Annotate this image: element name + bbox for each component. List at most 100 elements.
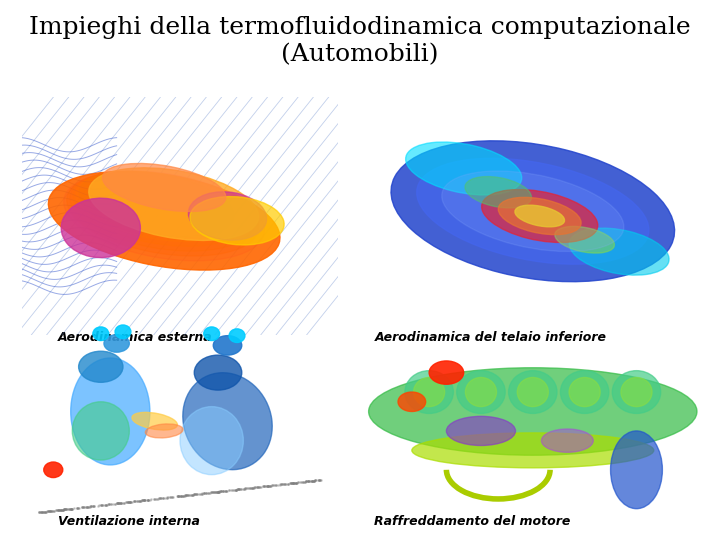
Point [142,496,153,504]
Ellipse shape [189,192,266,240]
Point [60,505,71,514]
Point [138,496,150,504]
Point [117,498,129,507]
Point [297,477,309,486]
Point [162,493,174,502]
Point [65,504,76,513]
Point [71,504,83,512]
Point [164,493,176,502]
Point [238,484,249,493]
Point [290,478,302,487]
Point [58,505,69,514]
Ellipse shape [132,413,177,430]
Point [258,482,270,490]
Point [180,491,192,500]
Point [58,505,70,514]
Text: Ventilazione interna: Ventilazione interna [58,515,199,528]
Point [287,478,299,487]
Ellipse shape [79,172,233,237]
Point [66,504,77,513]
Point [35,508,46,517]
Ellipse shape [369,368,697,455]
Point [191,490,202,498]
Point [264,481,275,490]
Point [246,483,258,492]
Point [314,476,325,484]
Point [129,497,140,505]
Point [133,496,145,505]
Point [58,505,69,514]
Point [63,505,74,514]
Point [100,501,112,509]
Point [113,499,125,508]
Point [287,478,299,487]
Point [114,498,126,507]
Point [103,500,114,509]
Point [160,494,171,502]
Point [302,477,314,485]
Point [93,501,104,510]
Point [313,476,325,484]
Point [307,476,318,485]
Point [286,479,297,488]
Point [128,497,140,506]
Point [158,494,169,502]
Point [153,494,164,503]
Point [306,476,318,485]
Point [137,496,148,505]
Point [239,484,251,493]
Point [96,501,108,509]
Point [53,506,64,515]
Point [116,498,127,507]
Point [212,488,223,496]
Point [68,504,79,512]
Point [302,477,314,485]
Point [129,497,140,505]
Point [291,478,302,487]
Point [45,507,56,515]
Point [306,476,318,485]
Point [262,482,274,490]
Point [113,499,125,508]
Point [210,488,221,496]
Point [162,493,174,502]
Ellipse shape [570,228,669,275]
Point [220,487,231,495]
Point [248,483,259,492]
Point [304,477,315,485]
Point [251,483,263,491]
Point [99,501,111,509]
Point [233,485,245,494]
Ellipse shape [417,158,649,264]
Ellipse shape [482,190,598,242]
Point [92,501,104,510]
Point [285,479,297,488]
Point [212,487,224,496]
Point [197,489,208,498]
Point [179,491,191,500]
Point [315,475,326,484]
Point [167,492,179,501]
Point [144,495,156,504]
Point [297,477,308,486]
Ellipse shape [213,336,242,355]
Point [306,476,318,485]
Point [279,480,290,488]
Ellipse shape [115,325,131,339]
Point [128,497,140,505]
Point [36,508,48,516]
Point [40,507,52,516]
Point [205,488,217,497]
Point [115,498,127,507]
Point [308,476,320,485]
Point [122,498,134,507]
Point [125,497,136,506]
Point [307,476,318,485]
Point [136,496,148,505]
Point [134,496,145,505]
Point [39,508,50,516]
Point [188,490,199,499]
Point [212,488,223,496]
Ellipse shape [204,327,220,341]
Point [175,492,186,501]
